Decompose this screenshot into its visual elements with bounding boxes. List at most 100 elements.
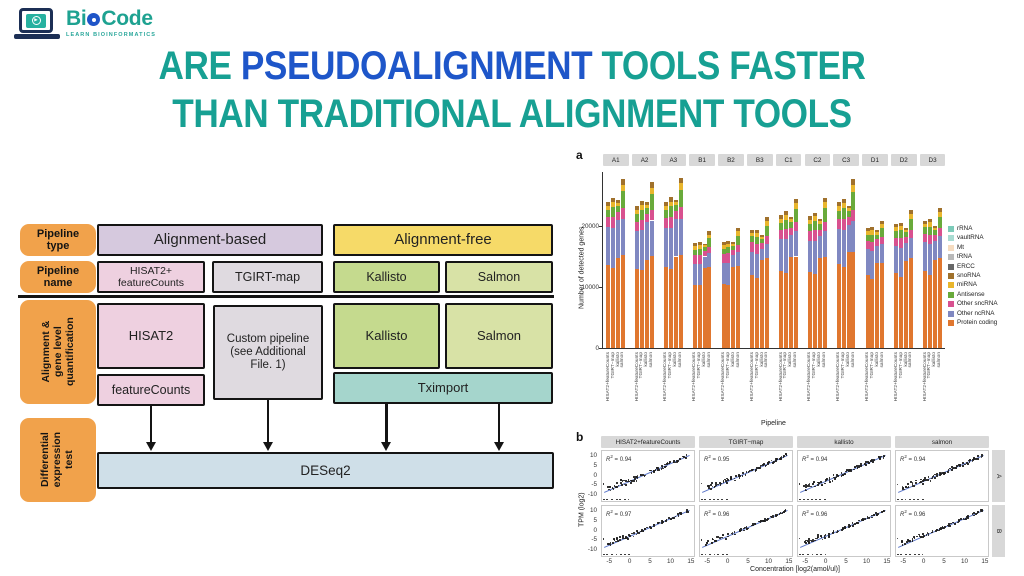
scatter-point [767,462,769,464]
bar-segment [616,202,621,206]
scatter-point [726,482,729,485]
scatter-point [828,535,830,537]
bar-segment [649,255,654,348]
scatter-point [911,481,914,484]
scatter-point [735,475,737,478]
flow-arrowhead [145,442,156,451]
scatter-point [620,482,622,484]
scatter-point [923,477,926,480]
scatter-point [672,461,675,463]
scatter-point [856,464,858,467]
scatter-point [834,477,836,480]
bar-segment [841,199,846,204]
bar-segment [635,221,640,231]
bar-segment [836,229,841,264]
scatter-point [907,486,909,489]
bar-segment [880,263,885,348]
scatter-point [668,462,670,465]
bar-segment [707,246,712,254]
bar-segment [928,222,932,227]
bar-segment [726,240,731,244]
scatter-point [832,530,835,532]
scatter-point [951,466,953,468]
scatter-point [627,538,630,540]
scatter-point [640,530,642,533]
bar-segment [836,263,841,348]
bar-segment [697,285,702,348]
bar-segment [721,254,726,264]
scatter-point [836,474,838,476]
scatter-point [726,553,728,556]
scatter-point [677,460,679,463]
scatter-point [686,511,689,513]
bar-segment [880,220,885,224]
bar-segment [707,238,712,247]
bar-segment [750,275,755,348]
facet-label: C3 [833,154,859,166]
scatter-point [871,458,873,461]
scatter-point [624,553,626,556]
bar-segment [736,244,741,252]
scatter-point [867,461,869,463]
bar-segment [817,258,822,348]
scatter-x-tick-label: 15 [883,558,891,565]
scatter-point [824,537,826,539]
bar-segment [736,235,741,245]
scatter-point [625,479,628,482]
legend-swatch [948,282,954,289]
legend-label: tRNA [957,253,973,261]
scatter-point [747,471,750,473]
bar-segment [760,236,765,240]
scatter-point [641,529,643,532]
bar-segment [807,224,812,232]
scatter-point [717,553,719,556]
scatter-point [971,513,974,516]
bar-segment [755,236,760,244]
scatter-point [653,470,655,473]
scatter-point [849,524,852,527]
scatter-point [804,489,807,492]
flow-arrow [149,406,153,443]
bar-segment [779,218,784,223]
scatter-point [805,542,807,545]
bar-segment [649,220,654,256]
bar-segment [755,243,760,255]
legend-swatch [948,235,954,242]
bar-x-label: salmon [879,352,885,368]
scatter-point [724,478,726,481]
scatter-point [664,463,666,466]
scatter-point [748,470,751,472]
scatter-point [843,526,846,528]
scatter-point [713,486,716,489]
bar-segment [663,218,668,228]
scatter-point [810,540,813,543]
bar-segment [640,269,644,348]
scatter-point [738,476,741,479]
bar-segment [760,260,765,348]
bar-segment [812,230,817,241]
bar-x-label: salmon [850,352,856,368]
bar-segment [644,259,649,348]
bar-segment [663,210,668,219]
bar-segment [750,252,755,276]
scatter-point [843,473,846,476]
bar-x-label: salmon [620,352,626,368]
scatter-point [669,461,671,463]
flow-box-tgirt-map: TGIRT-map [212,261,323,293]
scatter-point [969,458,971,461]
scatter-point [706,541,708,544]
scatter-point [828,477,831,480]
scatter-point [806,498,809,501]
bar-segment [788,219,793,223]
bar-segment [673,199,678,203]
scatter-point [759,465,762,468]
bar-segment [904,227,909,230]
scatter-point [913,537,916,540]
bar-segment [616,205,621,212]
scatter-point [758,520,761,523]
legend-label: Mt [957,243,964,251]
scatter-point [760,464,763,467]
scatter-point [934,529,937,532]
bar-segment [822,257,827,348]
r-squared-label: R2 = 0.95 [704,454,730,463]
